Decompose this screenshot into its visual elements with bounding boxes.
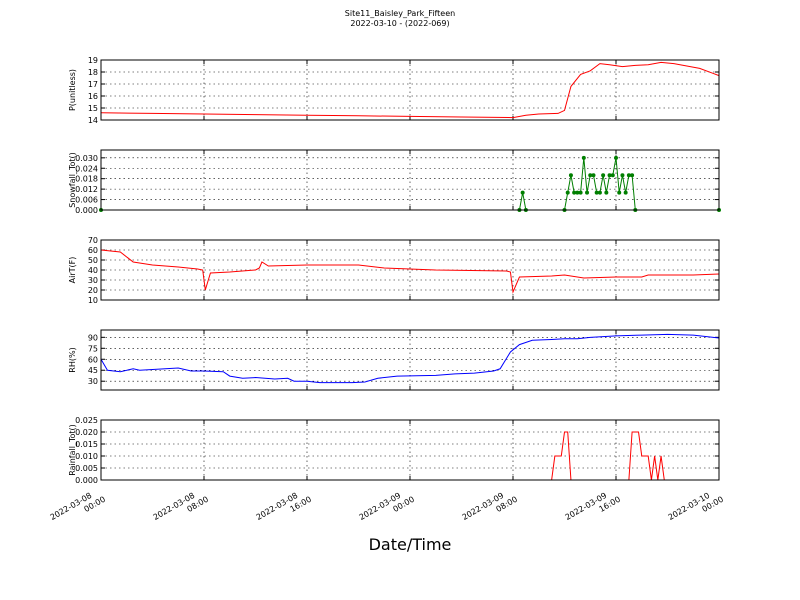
data-point xyxy=(623,190,628,195)
chart-title: Site11_Baisley_Park_Fifteen xyxy=(345,9,455,18)
y-tick-label: 10 xyxy=(88,296,98,305)
data-point xyxy=(568,173,573,178)
y-tick-label: 19 xyxy=(88,56,98,65)
panel: 0.000 0.005 0.010 0.015 0.020 0.025 2022-03-08… xyxy=(49,416,725,554)
data-point xyxy=(520,190,525,195)
data-point xyxy=(601,173,606,178)
data-point xyxy=(575,190,580,195)
x-tick-label: 2022-03-0800:00 xyxy=(49,486,107,531)
plot-frame xyxy=(100,419,720,481)
data-point xyxy=(585,190,590,195)
x-tick-label: 2022-03-0908:00 xyxy=(461,486,519,531)
y-axis-label: Snowfall_Tot() xyxy=(68,152,77,208)
data-line xyxy=(100,249,720,294)
y-tick-label: 14 xyxy=(88,116,98,125)
panel: 14 15 16 17 18 19 P(unitless) xyxy=(68,56,720,125)
y-axis-label: P(unitless) xyxy=(68,69,77,111)
x-tick-label: 2022-03-0816:00 xyxy=(255,486,313,531)
data-point xyxy=(578,190,583,195)
y-tick-label: 50 xyxy=(88,256,98,265)
chart-subtitle: 2022-03-10 - (2022-069) xyxy=(350,19,449,28)
y-tick-label: 30 xyxy=(88,276,98,285)
y-tick-label: 45 xyxy=(88,366,98,375)
y-tick-label: 60 xyxy=(88,246,98,255)
data-point xyxy=(607,173,612,178)
y-tick-label: 30 xyxy=(88,377,98,386)
y-tick-label: 40 xyxy=(88,266,98,275)
data-point xyxy=(591,173,596,178)
x-tick-label: 2022-03-0900:00 xyxy=(358,486,416,531)
data-point xyxy=(597,190,602,195)
y-tick-label: 18 xyxy=(88,68,98,77)
data-point xyxy=(581,155,586,160)
y-tick-label: 0.024 xyxy=(75,164,98,173)
data-line xyxy=(101,157,719,211)
panel: 30 45 60 75 90 RH(%) xyxy=(68,329,720,391)
data-point xyxy=(594,190,599,195)
data-line xyxy=(101,431,668,481)
y-tick-label: 0.030 xyxy=(75,154,98,163)
y-tick-label: 75 xyxy=(88,344,98,353)
y-tick-label: 0.006 xyxy=(75,196,98,205)
data-point xyxy=(626,173,631,178)
y-axis-label: RH(%) xyxy=(68,347,77,372)
data-point xyxy=(588,173,593,178)
data-line xyxy=(100,333,720,384)
y-tick-label: 0.025 xyxy=(75,416,98,425)
data-point xyxy=(617,190,622,195)
y-tick-label: 60 xyxy=(88,355,98,364)
y-tick-label: 0.010 xyxy=(75,452,98,461)
y-tick-label: 20 xyxy=(88,286,98,295)
data-point xyxy=(565,190,570,195)
plot-frame xyxy=(100,59,720,121)
data-point xyxy=(630,173,635,178)
plot-frame xyxy=(100,329,720,391)
y-tick-label: 0.000 xyxy=(75,476,98,485)
x-tick-label: 2022-03-0916:00 xyxy=(564,486,622,531)
data-point xyxy=(610,173,615,178)
data-line xyxy=(100,61,720,119)
y-axis-label: AirT(F) xyxy=(68,257,77,284)
y-tick-label: 0.012 xyxy=(75,185,98,194)
y-axis-label: Rainfall_Tot() xyxy=(68,424,77,476)
y-tick-label: 0.018 xyxy=(75,175,98,184)
x-tick-label: 2022-03-1000:00 xyxy=(667,486,725,531)
y-tick-label: 0.020 xyxy=(75,428,98,437)
y-tick-label: 0.015 xyxy=(75,440,98,449)
data-point xyxy=(604,190,609,195)
y-tick-label: 90 xyxy=(88,333,98,342)
y-tick-label: 0.005 xyxy=(75,464,98,473)
x-tick-label: 2022-03-0808:00 xyxy=(152,486,210,531)
data-point xyxy=(614,155,618,160)
plot-frame xyxy=(100,149,720,211)
y-tick-label: 17 xyxy=(88,80,98,89)
data-point xyxy=(572,190,577,195)
y-tick-label: 70 xyxy=(88,236,98,245)
data-point xyxy=(620,173,625,178)
plot-frame xyxy=(100,239,720,301)
y-tick-label: 16 xyxy=(88,92,98,101)
x-axis-label: Date/Time xyxy=(369,535,452,554)
y-tick-label: 15 xyxy=(88,104,98,113)
y-tick-label: 0.000 xyxy=(75,206,98,215)
